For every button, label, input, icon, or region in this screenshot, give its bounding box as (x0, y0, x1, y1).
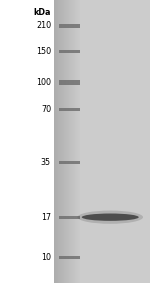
Text: 150: 150 (36, 47, 51, 56)
Bar (59, 50, 80, 53)
Bar (59, 161, 80, 164)
Text: 10: 10 (41, 253, 51, 262)
Text: 17: 17 (41, 213, 51, 222)
Bar (59, 108, 80, 111)
Text: 100: 100 (36, 78, 51, 87)
Bar (59, 256, 80, 259)
Ellipse shape (82, 213, 139, 221)
Bar (59, 24, 80, 27)
Text: 210: 210 (36, 22, 51, 31)
Text: kDa: kDa (33, 8, 51, 17)
Bar (59, 80, 80, 85)
Ellipse shape (77, 211, 143, 224)
Text: 70: 70 (41, 105, 51, 114)
Bar (59, 216, 80, 219)
Text: 35: 35 (41, 158, 51, 167)
